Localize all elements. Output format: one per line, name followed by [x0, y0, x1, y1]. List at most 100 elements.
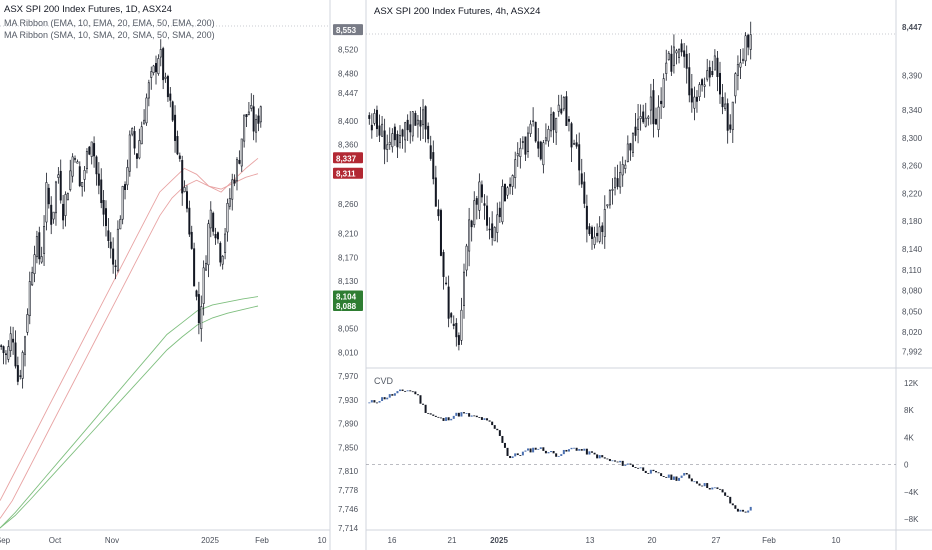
cvd-bar — [373, 400, 376, 403]
left-indicator-sma-ribbon[interactable]: MA Ribbon (SMA, 10, SMA, 20, SMA, 50, SM… — [4, 30, 215, 40]
h4-candle — [662, 78, 665, 108]
h4-candle — [447, 286, 450, 319]
h4-candle — [516, 153, 519, 157]
cvd-axis-tick: 8K — [904, 406, 914, 415]
right-price-tick: 8,110 — [902, 266, 922, 275]
cvd-bar — [598, 455, 601, 459]
h4-candle — [396, 134, 399, 148]
cvd-bar — [611, 460, 614, 462]
h4-candle — [657, 106, 660, 130]
cvd-bar — [688, 474, 691, 479]
h4-candle — [590, 227, 594, 239]
cvd-bar — [608, 458, 611, 462]
cvd-bar — [439, 417, 442, 419]
left-price-tick: 8,400 — [338, 117, 359, 126]
h4-candle — [409, 124, 412, 133]
daily-candle — [78, 166, 81, 186]
cvd-bar — [514, 453, 517, 457]
cvd-bar — [422, 403, 425, 405]
daily-candle — [205, 262, 208, 271]
h4-candle — [404, 122, 407, 141]
left-daily-chart — [0, 25, 330, 529]
cvd-bar — [450, 418, 453, 421]
h4-candle — [678, 49, 681, 58]
h4-candle — [462, 271, 466, 306]
cvd-bar — [647, 472, 650, 474]
daily-candle — [9, 333, 12, 351]
h4-candle — [401, 129, 404, 137]
h4-candle — [644, 117, 647, 127]
cvd-bar — [378, 401, 381, 403]
sma-ribbon-line — [0, 305, 259, 529]
h4-candle — [429, 145, 432, 159]
daily-candle — [164, 76, 167, 79]
daily-candle — [45, 182, 48, 223]
cvd-bar — [729, 496, 732, 504]
daily-candle — [140, 126, 143, 145]
daily-candle — [109, 241, 112, 249]
h4-candle — [642, 111, 645, 123]
cvd-axis-tick: −8K — [904, 515, 919, 524]
cvd-bar — [391, 394, 394, 396]
daily-candle — [88, 146, 91, 155]
h4-candle — [726, 103, 729, 131]
daily-candle — [90, 141, 93, 157]
daily-candle — [40, 256, 43, 263]
cvd-bar — [480, 417, 483, 420]
h4-candle — [665, 62, 668, 74]
h4-candle — [370, 124, 373, 131]
cvd-bar — [665, 476, 668, 478]
daily-candle — [59, 170, 62, 201]
daily-candle — [121, 186, 124, 220]
daily-candle — [212, 212, 215, 232]
cvd-indicator-label[interactable]: CVD — [374, 376, 394, 386]
daily-candle — [135, 153, 138, 159]
cvd-bar — [693, 481, 696, 483]
right-time-tick: 27 — [712, 536, 721, 545]
h4-candle — [511, 175, 514, 187]
left-chart-title: ASX SPI 200 Index Futures, 1D, ASX24 — [4, 4, 172, 15]
cvd-bar — [747, 510, 750, 513]
h4-candle — [473, 200, 476, 225]
daily-candle — [16, 365, 19, 382]
h4-candle — [747, 34, 750, 48]
h4-candle — [445, 282, 448, 285]
h4-candle — [373, 113, 376, 124]
h4-candle — [386, 144, 389, 150]
left-price-tick: 8,130 — [338, 277, 359, 286]
left-indicator-ema-ribbon[interactable]: MA Ribbon (EMA, 10, EMA, 20, EMA, 50, EM… — [4, 18, 215, 28]
cvd-bar — [537, 448, 540, 450]
daily-candle — [169, 93, 172, 101]
h4-candle — [422, 109, 425, 126]
cvd-axis-tick: 4K — [904, 433, 914, 442]
cvd-bar — [629, 463, 632, 465]
daily-candle — [174, 114, 177, 141]
h4-candle — [393, 126, 396, 141]
right-price-tick: 8,260 — [902, 162, 923, 171]
h4-candle — [560, 108, 563, 114]
right-time-tick: 16 — [388, 536, 397, 545]
h4-candle — [437, 209, 440, 217]
h4-candle — [383, 130, 386, 150]
cvd-bar — [749, 506, 752, 511]
cvd-bar — [411, 391, 414, 393]
daily-candle — [145, 97, 148, 124]
daily-candle — [190, 231, 193, 249]
h4-candle — [724, 103, 727, 109]
h4-candle — [711, 71, 714, 76]
cvd-bar — [375, 402, 378, 404]
h4-candle — [488, 228, 491, 231]
daily-candle — [24, 336, 27, 355]
h4-candle — [598, 226, 601, 242]
h4-candle — [688, 67, 691, 96]
cvd-bar — [501, 435, 504, 443]
h4-candle — [455, 322, 458, 338]
daily-candle — [28, 281, 31, 316]
cvd-bar — [388, 394, 391, 398]
cvd-bar — [488, 420, 491, 422]
daily-candle — [35, 236, 38, 258]
left-price-tick: 8,170 — [338, 253, 359, 262]
cvd-bar — [667, 474, 670, 478]
